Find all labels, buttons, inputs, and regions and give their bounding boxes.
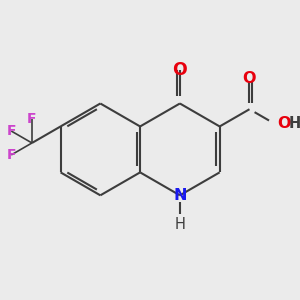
Text: F: F <box>7 148 16 162</box>
Text: O: O <box>172 61 187 80</box>
Text: O: O <box>278 116 291 131</box>
Text: N: N <box>173 188 187 203</box>
Text: F: F <box>27 112 37 126</box>
Text: H: H <box>175 217 185 232</box>
Text: O: O <box>243 71 256 86</box>
Text: F: F <box>7 124 16 138</box>
Text: H: H <box>289 116 300 131</box>
